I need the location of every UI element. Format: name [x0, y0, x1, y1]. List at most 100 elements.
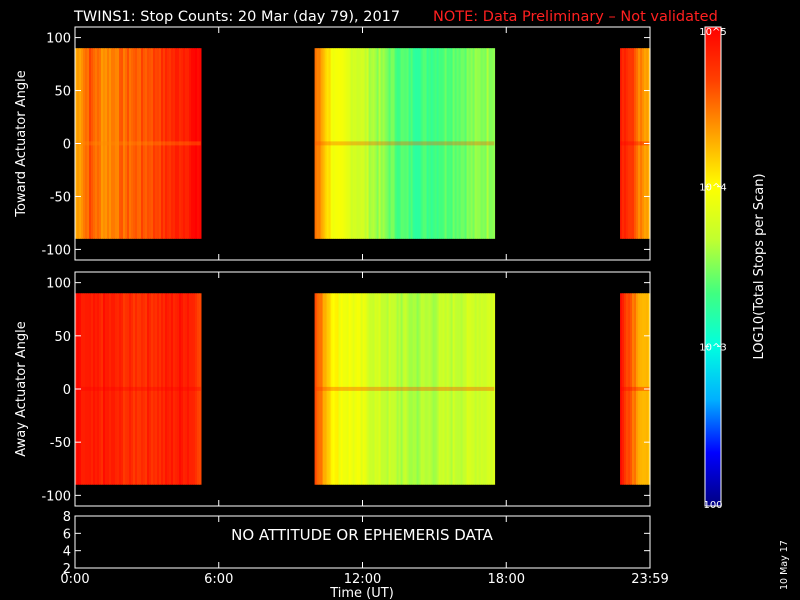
- heatmap-column: [147, 48, 150, 239]
- heatmap-column: [145, 293, 148, 485]
- heatmap-column: [374, 48, 378, 239]
- heatmap-column: [640, 48, 643, 239]
- heatmap-column: [107, 48, 110, 239]
- heatmap-column: [376, 48, 380, 239]
- heatmap-column: [362, 48, 366, 239]
- heatmap-column: [384, 293, 388, 485]
- heatmap-column: [474, 293, 478, 485]
- y-tick-label: 100: [46, 277, 71, 292]
- heatmap-column: [372, 293, 376, 485]
- heatmap-column: [161, 293, 164, 485]
- heatmap-column: [107, 293, 110, 485]
- heatmap-column: [153, 293, 156, 485]
- zero-angle-stripe: [620, 141, 650, 146]
- heatmap-column: [175, 48, 178, 239]
- heatmap-column: [133, 293, 136, 485]
- heatmap-column: [450, 293, 454, 485]
- colorbar: 100 10^3 10^4 10^5 LOG10(Total Stops per Sca…: [699, 26, 767, 511]
- heatmap-column: [189, 48, 192, 239]
- heatmap-column: [392, 293, 396, 485]
- heatmap-column: [103, 48, 106, 239]
- heatmap-column: [336, 48, 340, 239]
- heatmap-column: [85, 48, 88, 239]
- y-tick-label: 2: [63, 562, 71, 577]
- heatmap-column: [123, 48, 126, 239]
- heatmap-column: [199, 293, 202, 485]
- y-tick-label: 0: [63, 138, 71, 153]
- heatmap-column: [488, 293, 492, 485]
- heatmap-column: [167, 48, 170, 239]
- heatmap-column: [346, 293, 350, 485]
- heatmap-column: [642, 48, 645, 239]
- heatmap-column: [620, 293, 623, 485]
- heatmap-column: [642, 293, 645, 485]
- colorbar-label: LOG10(Total Stops per Scan): [752, 173, 767, 359]
- heatmap-column: [470, 48, 474, 239]
- heatmap-column: [438, 293, 442, 485]
- heatmap-column: [195, 293, 198, 485]
- heatmap-column: [640, 293, 643, 485]
- heatmap-column: [458, 48, 462, 239]
- heatmap-column: [135, 48, 138, 239]
- heatmap-column: [436, 293, 440, 485]
- heatmap-column: [191, 48, 194, 239]
- heatmap-column: [155, 48, 158, 239]
- zero-angle-stripe: [314, 386, 495, 391]
- heatmap-column: [318, 48, 322, 239]
- y-tick-label: 50: [54, 330, 71, 345]
- heatmap-column: [316, 48, 320, 239]
- heatmap-column: [318, 293, 322, 485]
- heatmap-column: [95, 48, 98, 239]
- y-tick-label: 50: [54, 85, 71, 100]
- heatmap-column: [404, 48, 408, 239]
- heatmap-column: [187, 293, 190, 485]
- heatmap-column: [366, 48, 370, 239]
- colorbar-scale: [704, 26, 722, 507]
- heatmap-column: [382, 293, 386, 485]
- heatmap-column: [432, 293, 436, 485]
- heatmap-column: [145, 48, 148, 239]
- heatmap-column: [334, 48, 338, 239]
- heatmap-column: [364, 48, 368, 239]
- heatmap-column: [486, 293, 490, 485]
- heatmap-column: [440, 293, 444, 485]
- heatmap-column: [109, 48, 112, 239]
- heatmap-column: [408, 293, 412, 485]
- heatmap-column: [117, 293, 120, 485]
- heatmap-column: [129, 293, 132, 485]
- heatmap-column: [442, 48, 446, 239]
- heatmap-column: [402, 293, 406, 485]
- ephemeris-panel: 8 6 4 20:00 6:00 12:00 18:00 23:59: [60, 510, 668, 587]
- heatmap-column: [93, 293, 96, 485]
- heatmap-column: [163, 48, 166, 239]
- heatmap-column: [147, 293, 150, 485]
- heatmap-column: [636, 48, 639, 239]
- heatmap-column: [632, 48, 635, 239]
- heatmap-column: [320, 293, 324, 485]
- heatmap-column: [630, 293, 633, 485]
- x-tick-label: 0:00: [60, 572, 89, 587]
- heatmap-column: [446, 48, 450, 239]
- heatmap-column: [131, 293, 134, 485]
- heatmap-column: [121, 48, 124, 239]
- heatmap-column: [169, 48, 172, 239]
- heatmap-column: [348, 48, 352, 239]
- heatmap-column: [394, 293, 398, 485]
- heatmap-column: [177, 48, 180, 239]
- heatmap-column: [171, 293, 174, 485]
- colorbar-tick-label: 10^3: [699, 342, 726, 353]
- heatmap-column: [460, 48, 464, 239]
- heatmap-column: [193, 48, 196, 239]
- heatmap-column: [99, 48, 102, 239]
- heatmap-column: [119, 48, 122, 239]
- heatmap-column: [111, 48, 114, 239]
- heatmap-column: [328, 48, 332, 239]
- heatmap-column: [121, 293, 124, 485]
- y-tick-label: -50: [50, 436, 71, 451]
- heatmap-column: [99, 293, 102, 485]
- heatmap-column: [484, 293, 488, 485]
- heatmap-column: [478, 48, 482, 239]
- heatmap-column: [179, 48, 182, 239]
- heatmap-column: [193, 293, 196, 485]
